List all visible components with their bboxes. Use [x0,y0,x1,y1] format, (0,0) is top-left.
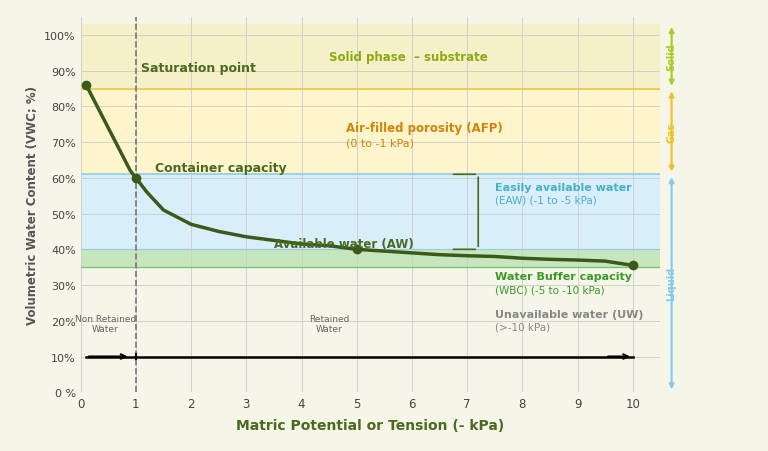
Text: Unavailable water (UW): Unavailable water (UW) [495,309,644,319]
Y-axis label: Volumetric Water Content (VWC; %): Volumetric Water Content (VWC; %) [25,86,38,324]
Text: Non Retained
Water: Non Retained Water [74,314,136,334]
Text: Container capacity: Container capacity [155,161,286,174]
Text: Easily available water: Easily available water [495,182,631,193]
Bar [81,89,660,175]
Text: (EAW) (-1 to -5 kPa): (EAW) (-1 to -5 kPa) [495,195,597,205]
X-axis label: Matric Potential or Tension (- kPa): Matric Potential or Tension (- kPa) [237,419,505,433]
Text: Water Buffer capacity: Water Buffer capacity [495,272,632,281]
Text: (0 to -1 kPa): (0 to -1 kPa) [346,138,414,148]
Text: Available water (AW): Available water (AW) [274,238,414,251]
Text: Liquid: Liquid [667,267,677,301]
Text: (>-10 kPa): (>-10 kPa) [495,322,550,331]
Text: Saturation point: Saturation point [141,61,257,74]
Text: (WBC) (-5 to -10 kPa): (WBC) (-5 to -10 kPa) [495,285,604,295]
Bar [81,250,660,267]
Text: Solid phase  – substrate: Solid phase – substrate [329,51,488,64]
Bar [81,175,660,250]
Text: Retained
Water: Retained Water [309,314,349,334]
Text: Solid: Solid [667,43,677,71]
Text: Gas: Gas [667,122,677,142]
Bar [81,25,660,89]
Text: Air-filled porosity (AFP): Air-filled porosity (AFP) [346,122,502,135]
